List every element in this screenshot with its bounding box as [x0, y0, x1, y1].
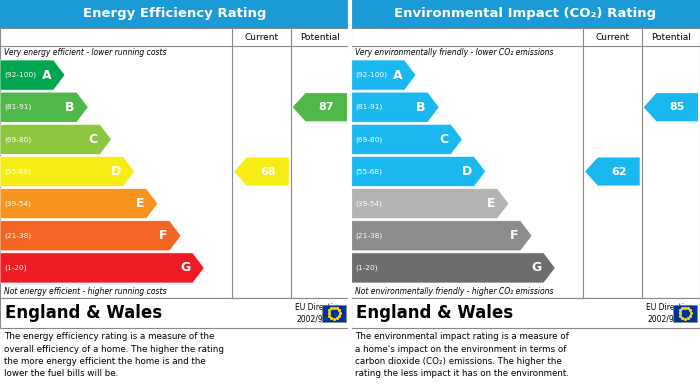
Bar: [0, 28, 349, 298]
Text: F: F: [510, 229, 519, 242]
Text: Very energy efficient - lower running costs: Very energy efficient - lower running co…: [4, 48, 167, 57]
Text: (81-91): (81-91): [4, 104, 32, 111]
Text: Current: Current: [244, 32, 279, 41]
Polygon shape: [0, 124, 111, 154]
Text: 87: 87: [318, 102, 334, 112]
Text: B: B: [65, 101, 75, 114]
Text: G: G: [181, 262, 191, 274]
Polygon shape: [0, 92, 88, 122]
Polygon shape: [0, 253, 204, 283]
Polygon shape: [351, 253, 555, 283]
Text: Current: Current: [595, 32, 629, 41]
Text: (55-68): (55-68): [355, 168, 382, 175]
Text: (1-20): (1-20): [4, 265, 27, 271]
Text: A: A: [42, 68, 52, 82]
Polygon shape: [0, 221, 181, 251]
Bar: [351, 28, 700, 298]
Text: E: E: [136, 197, 144, 210]
Polygon shape: [644, 93, 698, 121]
Text: (92-100): (92-100): [4, 72, 36, 78]
Bar: [673, 305, 697, 321]
Text: A: A: [393, 68, 402, 82]
Text: Not energy efficient - higher running costs: Not energy efficient - higher running co…: [4, 287, 167, 296]
Polygon shape: [585, 158, 640, 186]
Polygon shape: [351, 60, 416, 90]
Text: Very environmentally friendly - lower CO₂ emissions: Very environmentally friendly - lower CO…: [355, 48, 554, 57]
Text: England & Wales: England & Wales: [356, 304, 513, 322]
Polygon shape: [351, 156, 486, 187]
Text: The environmental impact rating is a measure of
a home's impact on the environme: The environmental impact rating is a mea…: [355, 332, 569, 378]
Text: Environmental Impact (CO₂) Rating: Environmental Impact (CO₂) Rating: [394, 7, 657, 20]
Text: D: D: [111, 165, 121, 178]
Text: D: D: [462, 165, 472, 178]
Text: Energy Efficiency Rating: Energy Efficiency Rating: [83, 7, 266, 20]
Text: (92-100): (92-100): [355, 72, 387, 78]
Text: (69-80): (69-80): [355, 136, 382, 143]
Text: Potential: Potential: [651, 32, 691, 41]
Polygon shape: [293, 93, 347, 121]
Text: (81-91): (81-91): [355, 104, 382, 111]
Text: Not environmentally friendly - higher CO₂ emissions: Not environmentally friendly - higher CO…: [355, 287, 554, 296]
Text: EU Directive
2002/91/EC: EU Directive 2002/91/EC: [295, 303, 342, 323]
Text: (39-54): (39-54): [355, 201, 382, 207]
Text: (39-54): (39-54): [4, 201, 31, 207]
Text: C: C: [89, 133, 98, 146]
Polygon shape: [0, 60, 65, 90]
Bar: [351, 0, 700, 28]
Text: England & Wales: England & Wales: [5, 304, 162, 322]
Polygon shape: [351, 92, 439, 122]
Text: E: E: [487, 197, 496, 210]
Text: Potential: Potential: [300, 32, 339, 41]
Polygon shape: [234, 158, 288, 186]
Polygon shape: [351, 188, 509, 219]
Text: 85: 85: [669, 102, 685, 112]
Polygon shape: [0, 156, 134, 187]
Text: The energy efficiency rating is a measure of the
overall efficiency of a home. T: The energy efficiency rating is a measur…: [4, 332, 224, 378]
Text: B: B: [416, 101, 426, 114]
Polygon shape: [351, 221, 532, 251]
Text: C: C: [440, 133, 449, 146]
Text: (55-68): (55-68): [4, 168, 31, 175]
Text: (1-20): (1-20): [355, 265, 377, 271]
Bar: [322, 305, 346, 321]
Text: 62: 62: [611, 167, 626, 176]
Text: G: G: [531, 262, 542, 274]
Text: 68: 68: [260, 167, 276, 176]
Text: (21-38): (21-38): [355, 233, 382, 239]
Text: (21-38): (21-38): [4, 233, 32, 239]
Text: EU Directive
2002/91/EC: EU Directive 2002/91/EC: [646, 303, 694, 323]
Polygon shape: [351, 124, 463, 154]
Text: F: F: [159, 229, 167, 242]
Bar: [0, 0, 349, 28]
Bar: [0, 298, 349, 328]
Text: (69-80): (69-80): [4, 136, 32, 143]
Bar: [351, 298, 700, 328]
Polygon shape: [0, 188, 158, 219]
